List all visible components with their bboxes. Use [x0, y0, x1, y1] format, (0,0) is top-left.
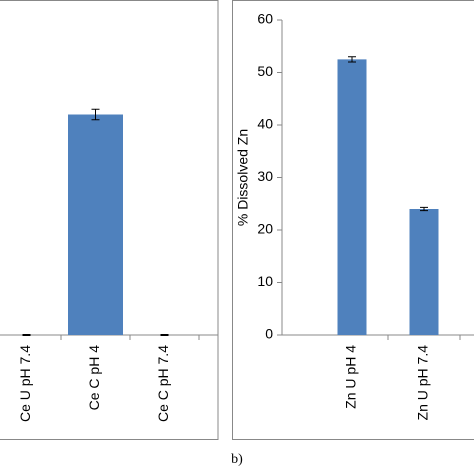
y-tick-label: 10 [257, 273, 273, 289]
x-tick-label: Zn U pH 7.4 [415, 345, 431, 421]
error-bar [160, 333, 169, 337]
y-tick-label: 30 [257, 168, 273, 184]
y-tick-label: 0 [265, 326, 273, 342]
y-tick-label: 60 [257, 11, 273, 27]
x-tick-label: Ce C pH 7.4 [155, 345, 171, 422]
caption: b) [231, 452, 243, 467]
error-bar [91, 108, 100, 121]
x-tick-label: Zn U pH 4 [343, 345, 359, 409]
bar [68, 114, 123, 335]
error-bar [420, 206, 428, 212]
bar [409, 209, 439, 335]
error-bar [348, 56, 356, 63]
y-tick-label: 40 [257, 116, 273, 132]
x-tick-label: Ce U pH 7.4 [17, 345, 33, 422]
y-axis-label: % Dissolved Zn [235, 129, 251, 226]
x-tick-label: Ce C pH 4 [86, 345, 102, 411]
panel-frame [232, 0, 474, 440]
y-tick-label: 50 [257, 63, 273, 79]
y-tick-label: 20 [257, 221, 273, 237]
error-bar [22, 333, 31, 337]
bar [337, 59, 367, 335]
panel-frame [0, 0, 219, 440]
